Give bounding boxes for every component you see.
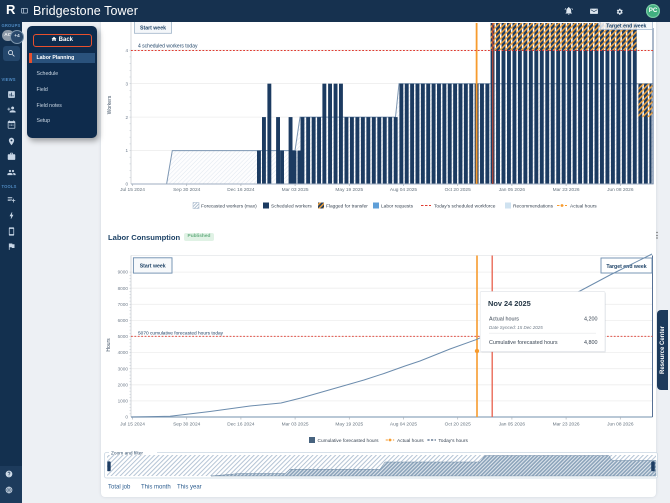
svg-text:Jul 15 2024: Jul 15 2024 <box>120 187 145 193</box>
svg-text:Cumulative forecasted hours: Cumulative forecasted hours <box>489 340 558 346</box>
svg-text:5070 cumulative forecasted hou: 5070 cumulative forecasted hours today <box>138 330 224 336</box>
svg-text:4 scheduled workers today: 4 scheduled workers today <box>138 44 198 50</box>
svg-text:May 19 2025: May 19 2025 <box>335 422 363 428</box>
svg-text:Jul 15 2024: Jul 15 2024 <box>120 422 145 428</box>
svg-text:2000: 2000 <box>118 382 129 387</box>
svg-text:Mar 23 2026: Mar 23 2026 <box>553 422 580 428</box>
svg-text:Actual hours: Actual hours <box>570 204 597 210</box>
svg-text:Recommendations: Recommendations <box>513 204 554 210</box>
svg-text:This month: This month <box>141 485 171 491</box>
svg-text:Dec 16 2024: Dec 16 2024 <box>227 422 255 428</box>
svg-text:Date Synced: 15 Dec 2025: Date Synced: 15 Dec 2025 <box>489 325 543 330</box>
svg-text:Jan 05 2026: Jan 05 2026 <box>499 422 526 428</box>
svg-text:Nov 24 2025: Nov 24 2025 <box>488 299 531 308</box>
svg-text:Start week: Start week <box>140 26 166 32</box>
svg-text:Start week: Start week <box>140 264 166 270</box>
svg-text:Jun 08 2026: Jun 08 2026 <box>607 187 634 193</box>
svg-text:Oct 20 2025: Oct 20 2025 <box>445 187 471 193</box>
svg-text:9000: 9000 <box>118 270 129 275</box>
svg-text:4000: 4000 <box>118 350 129 355</box>
svg-text:May 19 2025: May 19 2025 <box>335 187 363 193</box>
svg-text:Mar 03 2025: Mar 03 2025 <box>282 422 309 428</box>
svg-text:Actual hours: Actual hours <box>397 438 424 444</box>
svg-text:Dec 16 2024: Dec 16 2024 <box>227 187 255 193</box>
svg-text:Hours: Hours <box>106 338 112 352</box>
svg-text:Workers: Workers <box>107 95 113 114</box>
svg-text:4,200: 4,200 <box>584 317 598 323</box>
svg-text:Jun 08 2026: Jun 08 2026 <box>607 422 634 428</box>
svg-text:Sep 30 2024: Sep 30 2024 <box>173 422 201 428</box>
svg-text:Zoom and filter: Zoom and filter <box>111 451 143 457</box>
svg-text:1: 1 <box>125 148 128 153</box>
svg-text:This year: This year <box>177 485 202 491</box>
svg-text:Today's scheduled workforce: Today's scheduled workforce <box>434 204 496 210</box>
svg-text:1000: 1000 <box>118 399 129 404</box>
svg-text:Cumulative forecasted hours: Cumulative forecasted hours <box>318 438 380 444</box>
svg-text:Jan 05 2026: Jan 05 2026 <box>499 187 526 193</box>
svg-text:Total job: Total job <box>108 485 131 491</box>
svg-text:5000: 5000 <box>118 334 129 339</box>
svg-text:4,800: 4,800 <box>584 340 598 346</box>
svg-text:3000: 3000 <box>118 366 129 371</box>
svg-text:Oct 20 2025: Oct 20 2025 <box>445 422 471 428</box>
svg-text:Today's hours: Today's hours <box>438 438 468 444</box>
svg-text:4: 4 <box>125 48 128 53</box>
svg-text:8000: 8000 <box>118 286 129 291</box>
svg-text:6000: 6000 <box>118 318 129 323</box>
svg-text:0: 0 <box>125 415 128 420</box>
svg-text:7000: 7000 <box>118 302 129 307</box>
svg-text:Forecasted workers (max): Forecasted workers (max) <box>201 204 257 210</box>
svg-text:Labor requests: Labor requests <box>381 204 414 210</box>
svg-text:Mar 23 2026: Mar 23 2026 <box>553 187 580 193</box>
svg-text:Target end week: Target end week <box>606 24 646 30</box>
svg-text:Aug 04 2025: Aug 04 2025 <box>390 422 418 428</box>
svg-text:Flagged for transfer: Flagged for transfer <box>326 204 368 210</box>
svg-text:Scheduled workers: Scheduled workers <box>271 204 312 210</box>
svg-text:Sep 30 2024: Sep 30 2024 <box>173 187 201 193</box>
svg-text:Mar 03 2025: Mar 03 2025 <box>282 187 309 193</box>
svg-text:Actual hours: Actual hours <box>489 317 519 323</box>
svg-text:0: 0 <box>125 182 128 187</box>
svg-text:Aug 04 2025: Aug 04 2025 <box>390 187 418 193</box>
svg-text:2: 2 <box>125 115 128 120</box>
svg-text:3: 3 <box>125 81 128 86</box>
